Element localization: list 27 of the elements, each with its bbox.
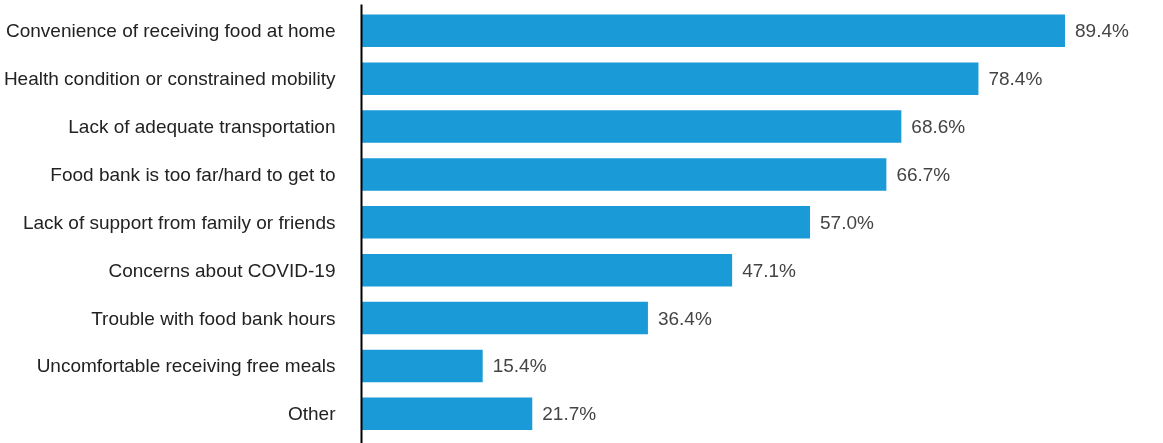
- data-label: 78.4%: [988, 68, 1043, 90]
- bar: [361, 158, 887, 191]
- y-tick-label: Lack of adequate transportation: [68, 116, 336, 138]
- bar: [361, 62, 979, 95]
- y-tick-label: Concerns about COVID-19: [108, 259, 336, 281]
- data-label: 21.7%: [542, 403, 597, 425]
- bar: [361, 253, 733, 287]
- data-label: 36.4%: [657, 307, 712, 329]
- bar: [361, 397, 533, 431]
- bar: [361, 206, 811, 239]
- bar: [361, 349, 483, 383]
- data-label: 66.7%: [896, 163, 951, 185]
- data-label: 57.0%: [820, 211, 875, 233]
- y-tick-label: Other: [287, 403, 337, 425]
- y-tick-label: Uncomfortable receiving free meals: [36, 355, 336, 377]
- y-tick-label: Lack of support from family or friends: [22, 211, 336, 233]
- data-label: 15.4%: [492, 355, 547, 377]
- y-tick-label: Convenience of receiving food at home: [5, 20, 336, 42]
- bar: [361, 301, 648, 335]
- y-tick-label: Trouble with food bank hours: [91, 307, 336, 329]
- data-label: 47.1%: [742, 259, 797, 281]
- data-label: 89.4%: [1075, 20, 1129, 42]
- data-label: 68.6%: [911, 116, 966, 138]
- bar: [361, 110, 902, 143]
- y-tick-label: Food bank is too far/hard to get to: [50, 163, 336, 185]
- bar: [361, 14, 1066, 48]
- y-tick-label: Health condition or constrained mobility: [3, 68, 336, 90]
